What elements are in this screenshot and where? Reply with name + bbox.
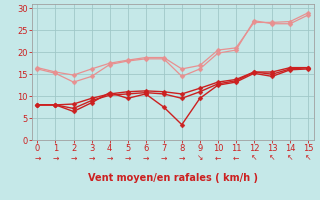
Text: →: → bbox=[34, 154, 41, 163]
Text: ↖: ↖ bbox=[251, 154, 257, 163]
Text: →: → bbox=[52, 154, 59, 163]
X-axis label: Vent moyen/en rafales ( km/h ): Vent moyen/en rafales ( km/h ) bbox=[88, 173, 258, 183]
Text: →: → bbox=[142, 154, 149, 163]
Text: ←: ← bbox=[215, 154, 221, 163]
Text: ↖: ↖ bbox=[305, 154, 311, 163]
Text: ↘: ↘ bbox=[197, 154, 203, 163]
Text: ↖: ↖ bbox=[269, 154, 275, 163]
Text: ←: ← bbox=[233, 154, 239, 163]
Text: →: → bbox=[124, 154, 131, 163]
Text: →: → bbox=[88, 154, 95, 163]
Text: →: → bbox=[161, 154, 167, 163]
Text: ↖: ↖ bbox=[287, 154, 293, 163]
Text: →: → bbox=[107, 154, 113, 163]
Text: →: → bbox=[179, 154, 185, 163]
Text: →: → bbox=[70, 154, 77, 163]
